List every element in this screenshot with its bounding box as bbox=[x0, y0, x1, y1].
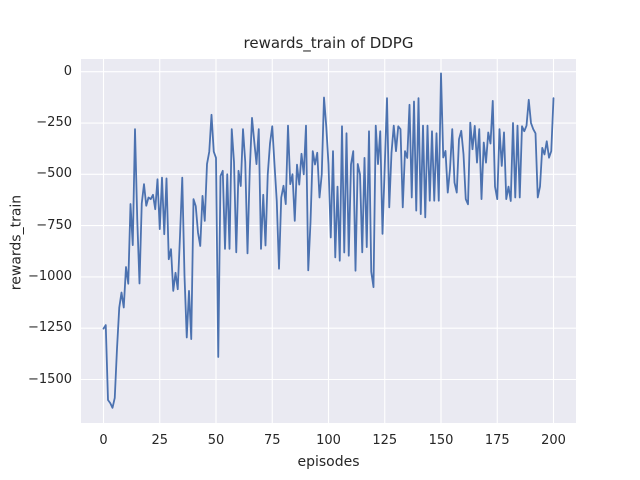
x-axis-label: episodes bbox=[297, 454, 360, 470]
chart-title: rewards_train of DDPG bbox=[243, 34, 414, 52]
x-tick-label: 50 bbox=[207, 433, 225, 448]
y-tick-label: −250 bbox=[36, 115, 72, 131]
x-tick-label: 175 bbox=[484, 433, 510, 448]
x-tick-label: 150 bbox=[428, 433, 454, 448]
x-tick-label: 0 bbox=[99, 433, 108, 448]
y-tick-label: −1250 bbox=[28, 320, 72, 336]
y-tick-label: 0 bbox=[63, 63, 72, 79]
y-tick-label: −1000 bbox=[28, 268, 72, 284]
x-tick-label: 75 bbox=[263, 433, 281, 448]
x-tick-label: 100 bbox=[316, 433, 341, 448]
y-tick-label: −500 bbox=[36, 166, 72, 182]
x-tick-label: 200 bbox=[541, 433, 566, 448]
y-tick-label: −750 bbox=[36, 217, 72, 233]
gridlines bbox=[81, 59, 576, 423]
x-tick-label: 125 bbox=[372, 433, 398, 448]
y-tick-label: −1500 bbox=[28, 371, 72, 387]
reward-line-series bbox=[102, 72, 555, 409]
x-tick-label: 25 bbox=[151, 433, 169, 448]
